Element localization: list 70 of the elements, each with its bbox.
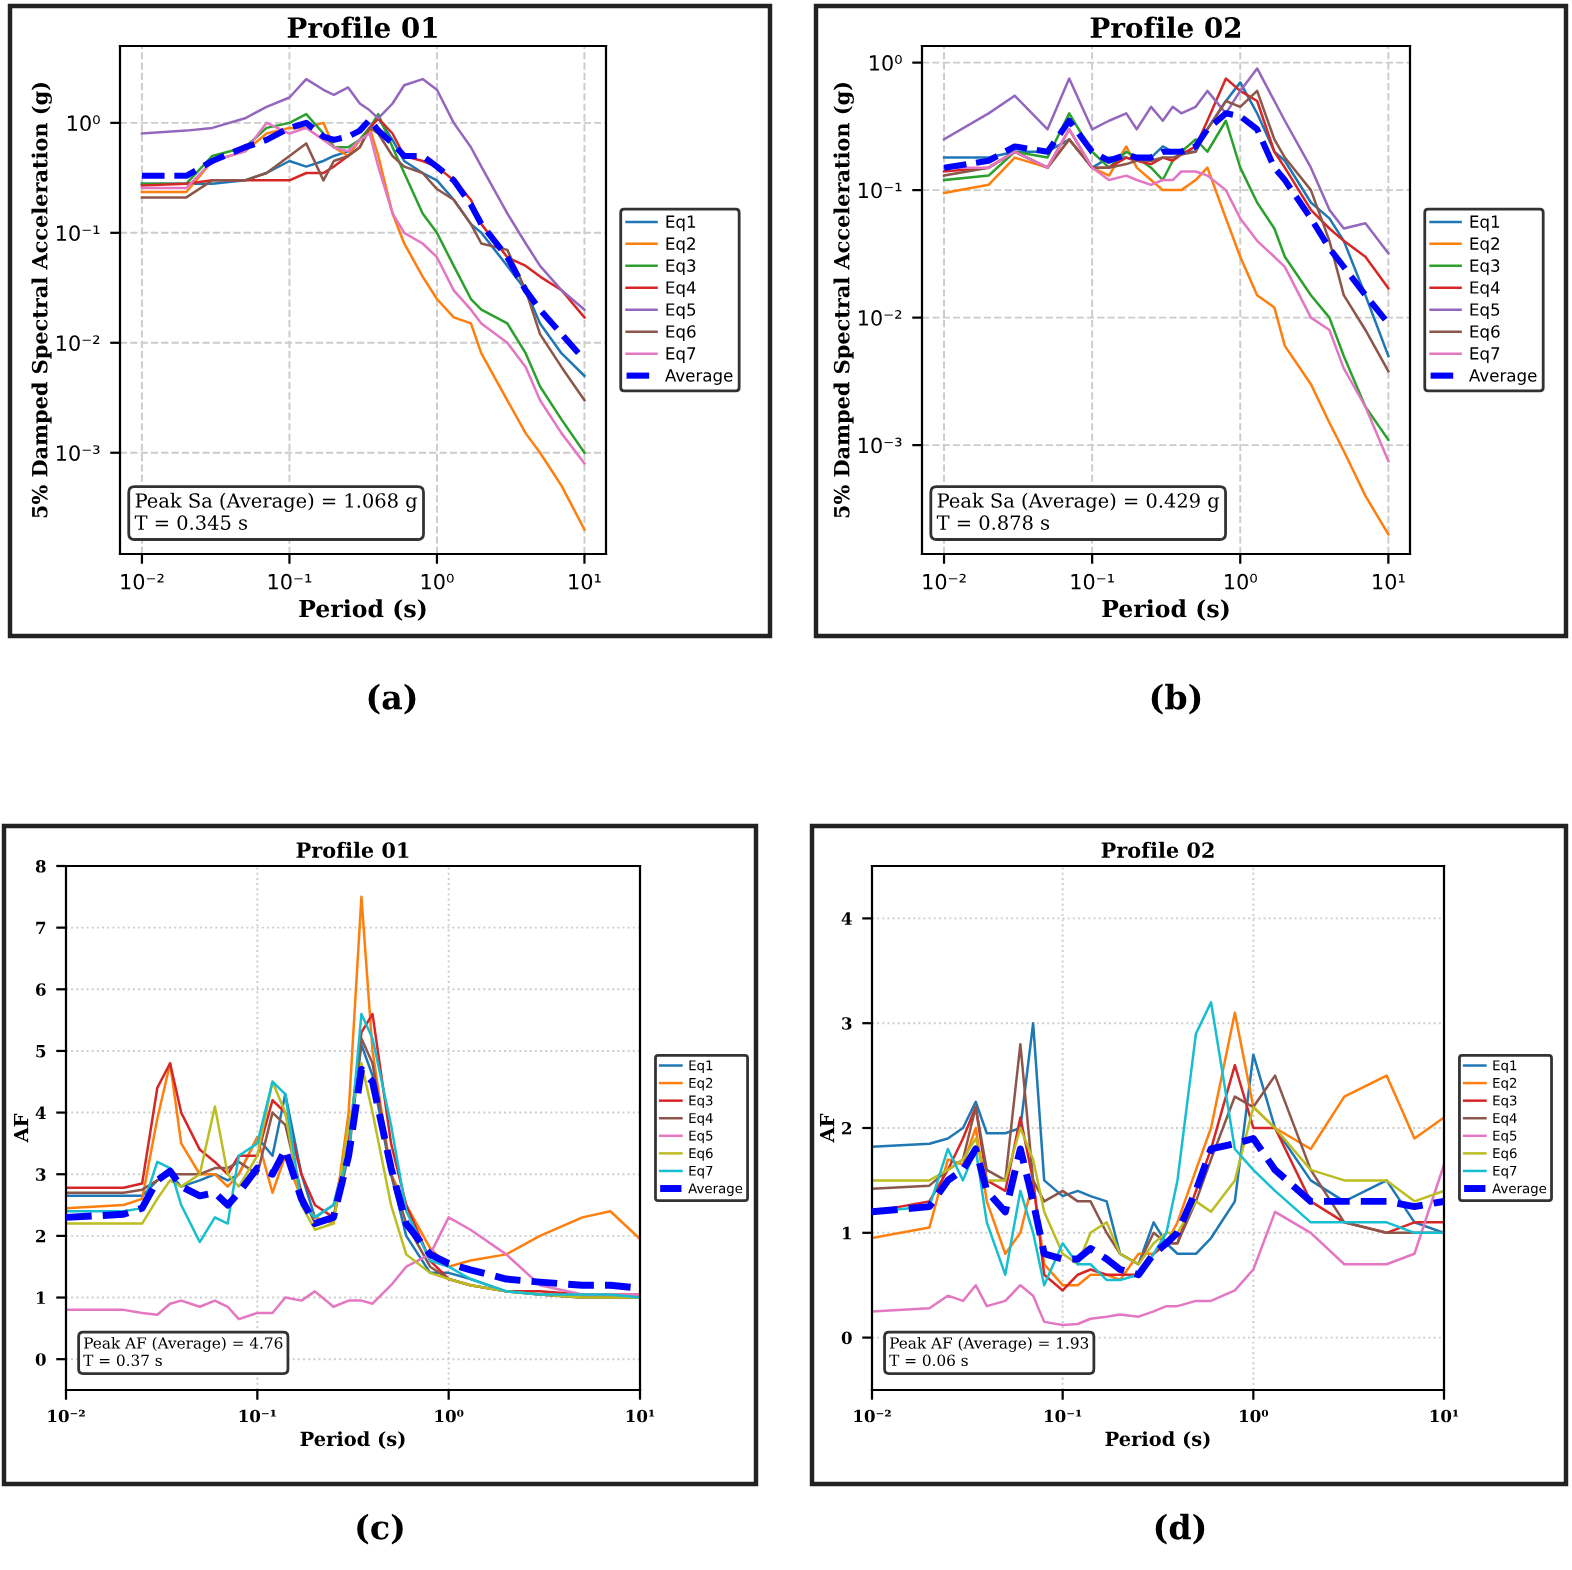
x-tick-label: 10⁻² <box>923 573 966 590</box>
x-tick-label: 10⁻² <box>121 573 164 590</box>
text: (a) <box>368 683 416 715</box>
x-tick-label: 10¹ <box>626 1409 655 1423</box>
y-axis-title: AF <box>819 1113 835 1143</box>
y-tick-label: 10⁰ <box>869 55 902 71</box>
y-tick-label: 10⁻¹ <box>858 182 902 199</box>
text: (c) <box>357 1513 403 1545</box>
chart-title: Profile 01 <box>287 16 437 39</box>
x-tick-label: 10¹ <box>569 573 601 590</box>
y-axis-title: 5% Damped Spectral Acceleration (g) <box>31 82 52 518</box>
legend-label: Eq6 <box>1470 325 1500 342</box>
y-tick-label: 10⁰ <box>67 115 100 132</box>
y-axis-title: 5% Damped Spectral Acceleration (g) <box>833 82 854 518</box>
y-tick-label: 1 <box>36 1291 45 1304</box>
x-tick-label: 10⁰ <box>1225 573 1257 590</box>
x-tick-label: 10⁻¹ <box>1071 573 1114 590</box>
legend-label: Eq1 <box>1470 215 1500 232</box>
y-tick-label: 6 <box>36 983 46 996</box>
legend-label: Eq4 <box>1470 281 1500 298</box>
y-tick-label: 10⁻¹ <box>56 225 100 242</box>
y-tick-label: 8 <box>35 859 46 873</box>
y-tick-label: 0 <box>841 1331 852 1345</box>
y-tick-label: 10⁻² <box>858 310 902 326</box>
annotation: Peak Sa (Average) = 1.068 g T = 0.345 s <box>134 492 418 530</box>
y-tick-label: 10⁻³ <box>56 445 100 461</box>
annotation: Peak Sa (Average) = 0.429 g T = 0.878 s <box>936 492 1220 530</box>
legend-label: Eq2 <box>666 237 695 254</box>
y-tick-label: 10⁻³ <box>858 437 902 454</box>
legend-label: Eq2 <box>1470 237 1499 254</box>
y-tick-label: 4 <box>35 1106 46 1119</box>
x-axis-title: Period (s) <box>299 599 426 621</box>
y-tick-label: 2 <box>842 1121 852 1135</box>
y-axis-title: AF <box>13 1113 29 1143</box>
x-tick-label: 10¹ <box>1373 573 1405 590</box>
chart-title: Profile 01 <box>296 841 409 858</box>
legend-label: Eq6 <box>666 325 696 342</box>
y-tick-label: 7 <box>36 921 46 934</box>
legend-label: Eq7 <box>1470 347 1500 363</box>
x-tick-label: 10⁰ <box>435 1409 464 1423</box>
y-tick-label: 10⁻² <box>56 335 100 351</box>
x-tick-label: 10⁰ <box>1240 1409 1269 1423</box>
legend-label: Eq5 <box>1470 303 1500 320</box>
legend-label: Eq5 <box>666 303 696 320</box>
legend-label: Eq4 <box>666 281 696 298</box>
y-tick-label: 5 <box>36 1045 46 1058</box>
chart-title: Profile 02 <box>1101 841 1214 858</box>
legend-label: Eq1 <box>666 215 696 232</box>
legend-label: Eq3 <box>666 259 696 276</box>
y-tick-label: 2 <box>36 1229 46 1243</box>
y-tick-label: 1 <box>842 1226 851 1240</box>
x-tick-label: 10¹ <box>1430 1409 1459 1423</box>
legend-label: Eq7 <box>666 347 696 363</box>
y-tick-label: 4 <box>841 912 852 925</box>
chart-title: Profile 02 <box>1090 16 1241 39</box>
y-tick-label: 3 <box>842 1017 852 1030</box>
legend-label: Average <box>1469 369 1537 385</box>
x-tick-label: 10⁰ <box>421 573 454 590</box>
x-axis-title: Period (s) <box>1105 1431 1210 1449</box>
x-axis-title: Period (s) <box>1102 599 1229 621</box>
y-tick-label: 0 <box>35 1353 46 1366</box>
x-tick-label: 10⁻¹ <box>268 573 312 590</box>
text: (d) <box>1155 1513 1205 1545</box>
legend-label: Average <box>665 369 733 385</box>
x-tick-label: 10⁻¹ <box>239 1409 276 1423</box>
x-tick-label: 10⁻¹ <box>1045 1409 1082 1423</box>
y-tick-label: 3 <box>36 1168 46 1181</box>
x-axis-title: Period (s) <box>300 1431 405 1449</box>
text: (b) <box>1151 683 1201 715</box>
legend-label: Eq3 <box>1470 259 1500 276</box>
